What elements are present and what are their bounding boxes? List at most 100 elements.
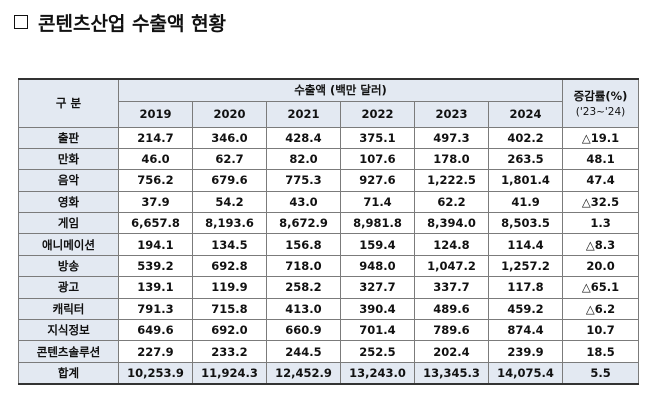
export-value-cell: 459.2	[487, 297, 564, 321]
export-value-cell: 1,801.4	[487, 169, 564, 192]
export-value-cell: 692.0	[192, 319, 267, 342]
growth-cell: 20.0	[562, 254, 640, 278]
export-value-cell: 46.0	[118, 147, 193, 171]
growth-cell: △19.1	[562, 126, 640, 149]
row-category: 음악	[18, 169, 119, 192]
table-row: 광고 139.1 119.9 258.2 327.7 337.7 117.8 △65.1	[18, 276, 640, 299]
export-value-cell: 874.4	[487, 319, 564, 342]
export-value-cell: 718.0	[266, 254, 341, 278]
header-growth-label: 증감률(%)	[573, 89, 628, 104]
growth-cell: 5.5	[562, 361, 640, 385]
export-value-cell: 1,257.2	[487, 254, 564, 278]
row-category: 광고	[18, 276, 119, 299]
row-category: 콘텐츠솔루션	[18, 340, 119, 363]
export-value-cell: 346.0	[192, 126, 267, 149]
export-value-cell: 428.4	[266, 126, 341, 149]
export-value-cell: 497.3	[414, 126, 489, 149]
growth-cell: △6.2	[562, 297, 640, 321]
row-category: 애니메이션	[18, 233, 119, 256]
export-value-cell: 54.2	[192, 190, 267, 214]
export-value-cell: 227.9	[118, 340, 193, 363]
table-row: 영화 37.9 54.2 43.0 71.4 62.2 41.9 △32.5	[18, 190, 640, 214]
header-year: 2021	[266, 100, 341, 128]
growth-cell: △65.1	[562, 276, 640, 299]
export-value-cell: 11,924.3	[192, 361, 267, 385]
export-value-cell: 775.3	[266, 169, 341, 192]
checkbox-square-icon	[14, 15, 28, 29]
table-row: 콘텐츠솔루션 227.9 233.2 244.5 252.5 202.4 239.9 18.5	[18, 340, 640, 363]
page-title-text: 콘텐츠산업 수출액 현황	[38, 12, 227, 35]
export-value-cell: 390.4	[340, 297, 415, 321]
table-row: 출판 214.7 346.0 428.4 375.1 497.3 402.2 △19.1	[18, 126, 640, 149]
export-value-cell: 13,243.0	[340, 361, 415, 385]
total-row: 합계 10,253.9 11,924.3 12,452.9 13,243.0 13,345…	[18, 361, 640, 385]
export-value-cell: 8,503.5	[487, 212, 564, 235]
export-value-cell: 8,193.6	[192, 212, 267, 235]
export-value-cell: 62.7	[192, 147, 267, 171]
row-category: 방송	[18, 254, 119, 278]
header-category: 구 분	[18, 78, 119, 128]
growth-cell: △8.3	[562, 233, 640, 256]
header-export-group: 수출액 (백만 달러)	[117, 78, 564, 102]
growth-cell: 18.5	[562, 340, 640, 363]
table-row: 지식정보 649.6 692.0 660.9 701.4 789.6 874.4 10.7	[18, 319, 640, 342]
export-value-cell: 791.3	[118, 297, 193, 321]
header-year: 2023	[414, 100, 489, 128]
header-growth-period: ('23~'24)	[575, 106, 626, 119]
table-row: 캐릭터 791.3 715.8 413.0 390.4 489.6 459.2 △6.2	[18, 297, 640, 321]
export-value-cell: 1,222.5	[414, 169, 489, 192]
export-value-cell: 8,981.8	[340, 212, 415, 235]
export-value-cell: 114.4	[487, 233, 564, 256]
row-category: 영화	[18, 190, 119, 214]
table-row: 게임 6,657.8 8,193.6 8,672.9 8,981.8 8,394.0 8,5…	[18, 212, 640, 235]
row-category: 지식정보	[18, 319, 119, 342]
export-value-cell: 62.2	[414, 190, 489, 214]
export-value-cell: 37.9	[118, 190, 193, 214]
export-value-cell: 202.4	[414, 340, 489, 363]
export-value-cell: 660.9	[266, 319, 341, 342]
export-value-cell: 489.6	[414, 297, 489, 321]
export-value-cell: 692.8	[192, 254, 267, 278]
header-year: 2024	[487, 100, 564, 128]
export-value-cell: 263.5	[487, 147, 564, 171]
export-table: 구 분 수출액 (백만 달러) 증감률(%) ('23~'24) 2019 202…	[18, 78, 640, 386]
export-value-cell: 252.5	[340, 340, 415, 363]
table-row: 방송 539.2 692.8 718.0 948.0 1,047.2 1,257.2 20.0	[18, 254, 640, 278]
growth-cell: 10.7	[562, 319, 640, 342]
table-row: 음악 756.2 679.6 775.3 927.6 1,222.5 1,801.4 47.4	[18, 169, 640, 192]
export-value-cell: 10,253.9	[118, 361, 193, 385]
export-value-cell: 194.1	[118, 233, 193, 256]
export-value-cell: 6,657.8	[118, 212, 193, 235]
header-year: 2020	[192, 100, 267, 128]
row-category: 출판	[18, 126, 119, 149]
export-value-cell: 679.6	[192, 169, 267, 192]
export-value-cell: 159.4	[340, 233, 415, 256]
row-category: 캐릭터	[18, 297, 119, 321]
header-growth: 증감률(%) ('23~'24)	[562, 78, 640, 128]
header-year: 2019	[118, 100, 193, 128]
export-value-cell: 244.5	[266, 340, 341, 363]
growth-cell: △32.5	[562, 190, 640, 214]
export-value-cell: 413.0	[266, 297, 341, 321]
export-value-cell: 539.2	[118, 254, 193, 278]
export-value-cell: 119.9	[192, 276, 267, 299]
export-value-cell: 233.2	[192, 340, 267, 363]
export-value-cell: 337.7	[414, 276, 489, 299]
row-category: 게임	[18, 212, 119, 235]
export-value-cell: 1,047.2	[414, 254, 489, 278]
export-value-cell: 134.5	[192, 233, 267, 256]
growth-cell: 47.4	[562, 169, 640, 192]
export-value-cell: 82.0	[266, 147, 341, 171]
row-category: 만화	[18, 147, 119, 171]
page-title: 콘텐츠산업 수출액 현황	[14, 9, 226, 35]
export-value-cell: 12,452.9	[266, 361, 341, 385]
growth-cell: 48.1	[562, 147, 640, 171]
export-value-cell: 327.7	[340, 276, 415, 299]
export-value-cell: 117.8	[487, 276, 564, 299]
export-value-cell: 8,394.0	[414, 212, 489, 235]
export-value-cell: 178.0	[414, 147, 489, 171]
export-value-cell: 402.2	[487, 126, 564, 149]
export-value-cell: 43.0	[266, 190, 341, 214]
export-value-cell: 14,075.4	[487, 361, 564, 385]
export-value-cell: 214.7	[118, 126, 193, 149]
